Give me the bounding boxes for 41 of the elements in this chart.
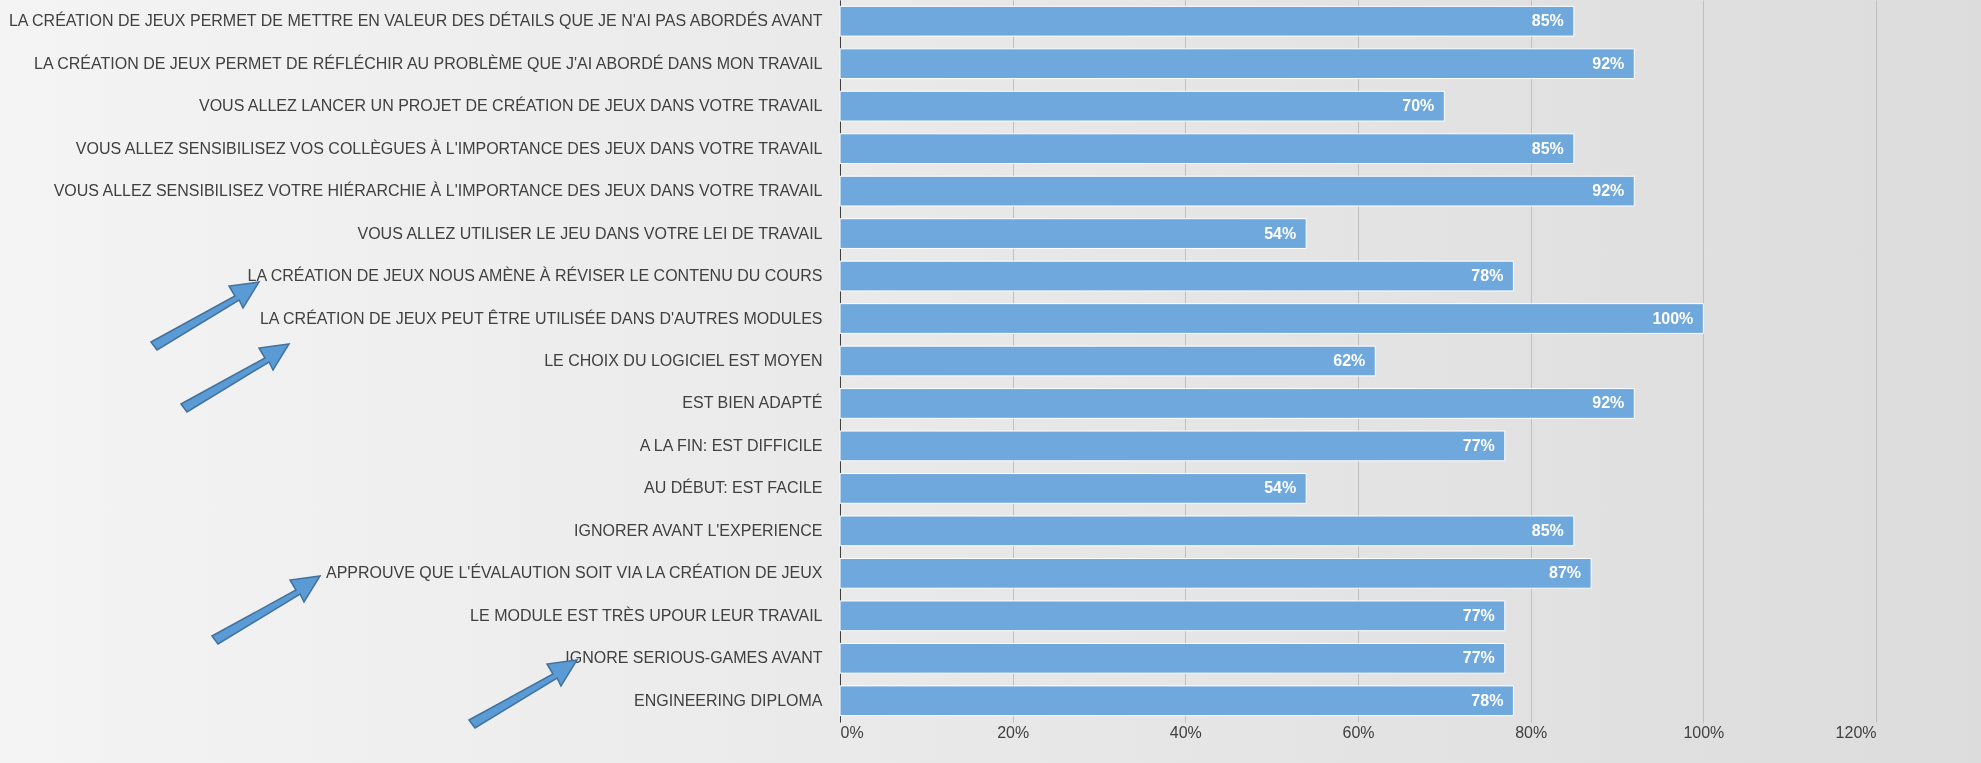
data-label: 78%: [1471, 267, 1504, 285]
y-tick-label: VOUS ALLEZ SENSIBILISEZ VOTRE HIÉRARCHIE À L'IMPORTANCE DES JEUX DANS VOTRE TRAVAIL: [53, 181, 823, 200]
data-label: 54%: [1264, 224, 1297, 242]
x-tick-label: 20%: [997, 723, 1030, 741]
y-tick-label: AU DÉBUT: EST FACILE: [644, 478, 823, 497]
x-tick-label: 100%: [1683, 723, 1725, 741]
data-label: 92%: [1592, 54, 1625, 72]
y-tick-label: IGNORER AVANT L'EXPERIENCE: [574, 521, 823, 539]
y-tick-label: VOUS ALLEZ SENSIBILISEZ VOS COLLÈGUES À L'IMPORTANCE DES JEUX DANS VOTRE TRAVAIL: [75, 138, 823, 157]
data-label: 77%: [1462, 606, 1495, 624]
y-tick-label: VOUS ALLEZ UTILISER LE JEU DANS VOTRE LEI DE TRAVAIL: [357, 224, 823, 242]
data-label: 77%: [1462, 436, 1495, 454]
y-tick-label: A LA FIN: EST DIFFICILE: [639, 436, 823, 454]
y-tick-label: VOUS ALLEZ LANCER UN PROJET DE CRÉATION DE JEUX DANS VOTRE TRAVAIL: [198, 96, 823, 115]
y-tick-label: ENGINEERING DIPLOMA: [634, 691, 823, 709]
data-label: 70%: [1402, 97, 1435, 115]
data-label: 85%: [1531, 521, 1564, 539]
y-tick-label: LE CHOIX DU LOGICIEL EST MOYEN: [544, 352, 823, 369]
y-tick-label: APPROUVE QUE L'ÉVALAUTION SOIT VIA LA CRÉATION DE JEUX: [325, 563, 823, 582]
y-tick-label: LA CRÉATION DE JEUX PERMET DE RÉFLÉCHIR AU PROBLÈME QUE J'AI ABORDÉ DANS MON TRAVAIL: [34, 53, 823, 72]
data-label: 62%: [1333, 352, 1366, 369]
data-label: 85%: [1531, 139, 1564, 157]
y-tick-label: IGNORE SERIOUS-GAMES AVANT: [565, 649, 823, 667]
data-label: 100%: [1652, 309, 1694, 327]
data-label: 54%: [1264, 479, 1297, 497]
y-tick-label: LE MODULE EST TRÈS UPOUR LEUR TRAVAIL: [470, 605, 823, 624]
data-label: 85%: [1531, 12, 1564, 30]
data-label: 92%: [1592, 394, 1625, 412]
data-label: 92%: [1592, 182, 1625, 200]
x-tick-label: 0%: [840, 723, 864, 741]
y-tick-label: LA CRÉATION DE JEUX NOUS AMÈNE À RÉVISER LE CONTENU DU COURS: [247, 266, 823, 285]
x-tick-label: 120%: [1835, 723, 1877, 741]
data-label: 87%: [1549, 564, 1582, 582]
data-label: 78%: [1471, 691, 1504, 709]
data-label: 77%: [1462, 649, 1495, 667]
y-tick-label: LA CRÉATION DE JEUX PEUT ÊTRE UTILISÉE DANS D'AUTRES MODULES: [259, 308, 823, 327]
y-tick-label: LA CRÉATION DE JEUX PERMET DE METTRE EN VALEUR DES DÉTAILS QUE JE N'AI PAS ABORDÉS AVANT: [8, 11, 823, 30]
x-tick-label: 80%: [1515, 723, 1548, 741]
y-tick-label: EST BIEN ADAPTÉ: [682, 393, 823, 412]
x-tick-label: 40%: [1169, 723, 1202, 741]
x-tick-label: 60%: [1342, 723, 1375, 741]
